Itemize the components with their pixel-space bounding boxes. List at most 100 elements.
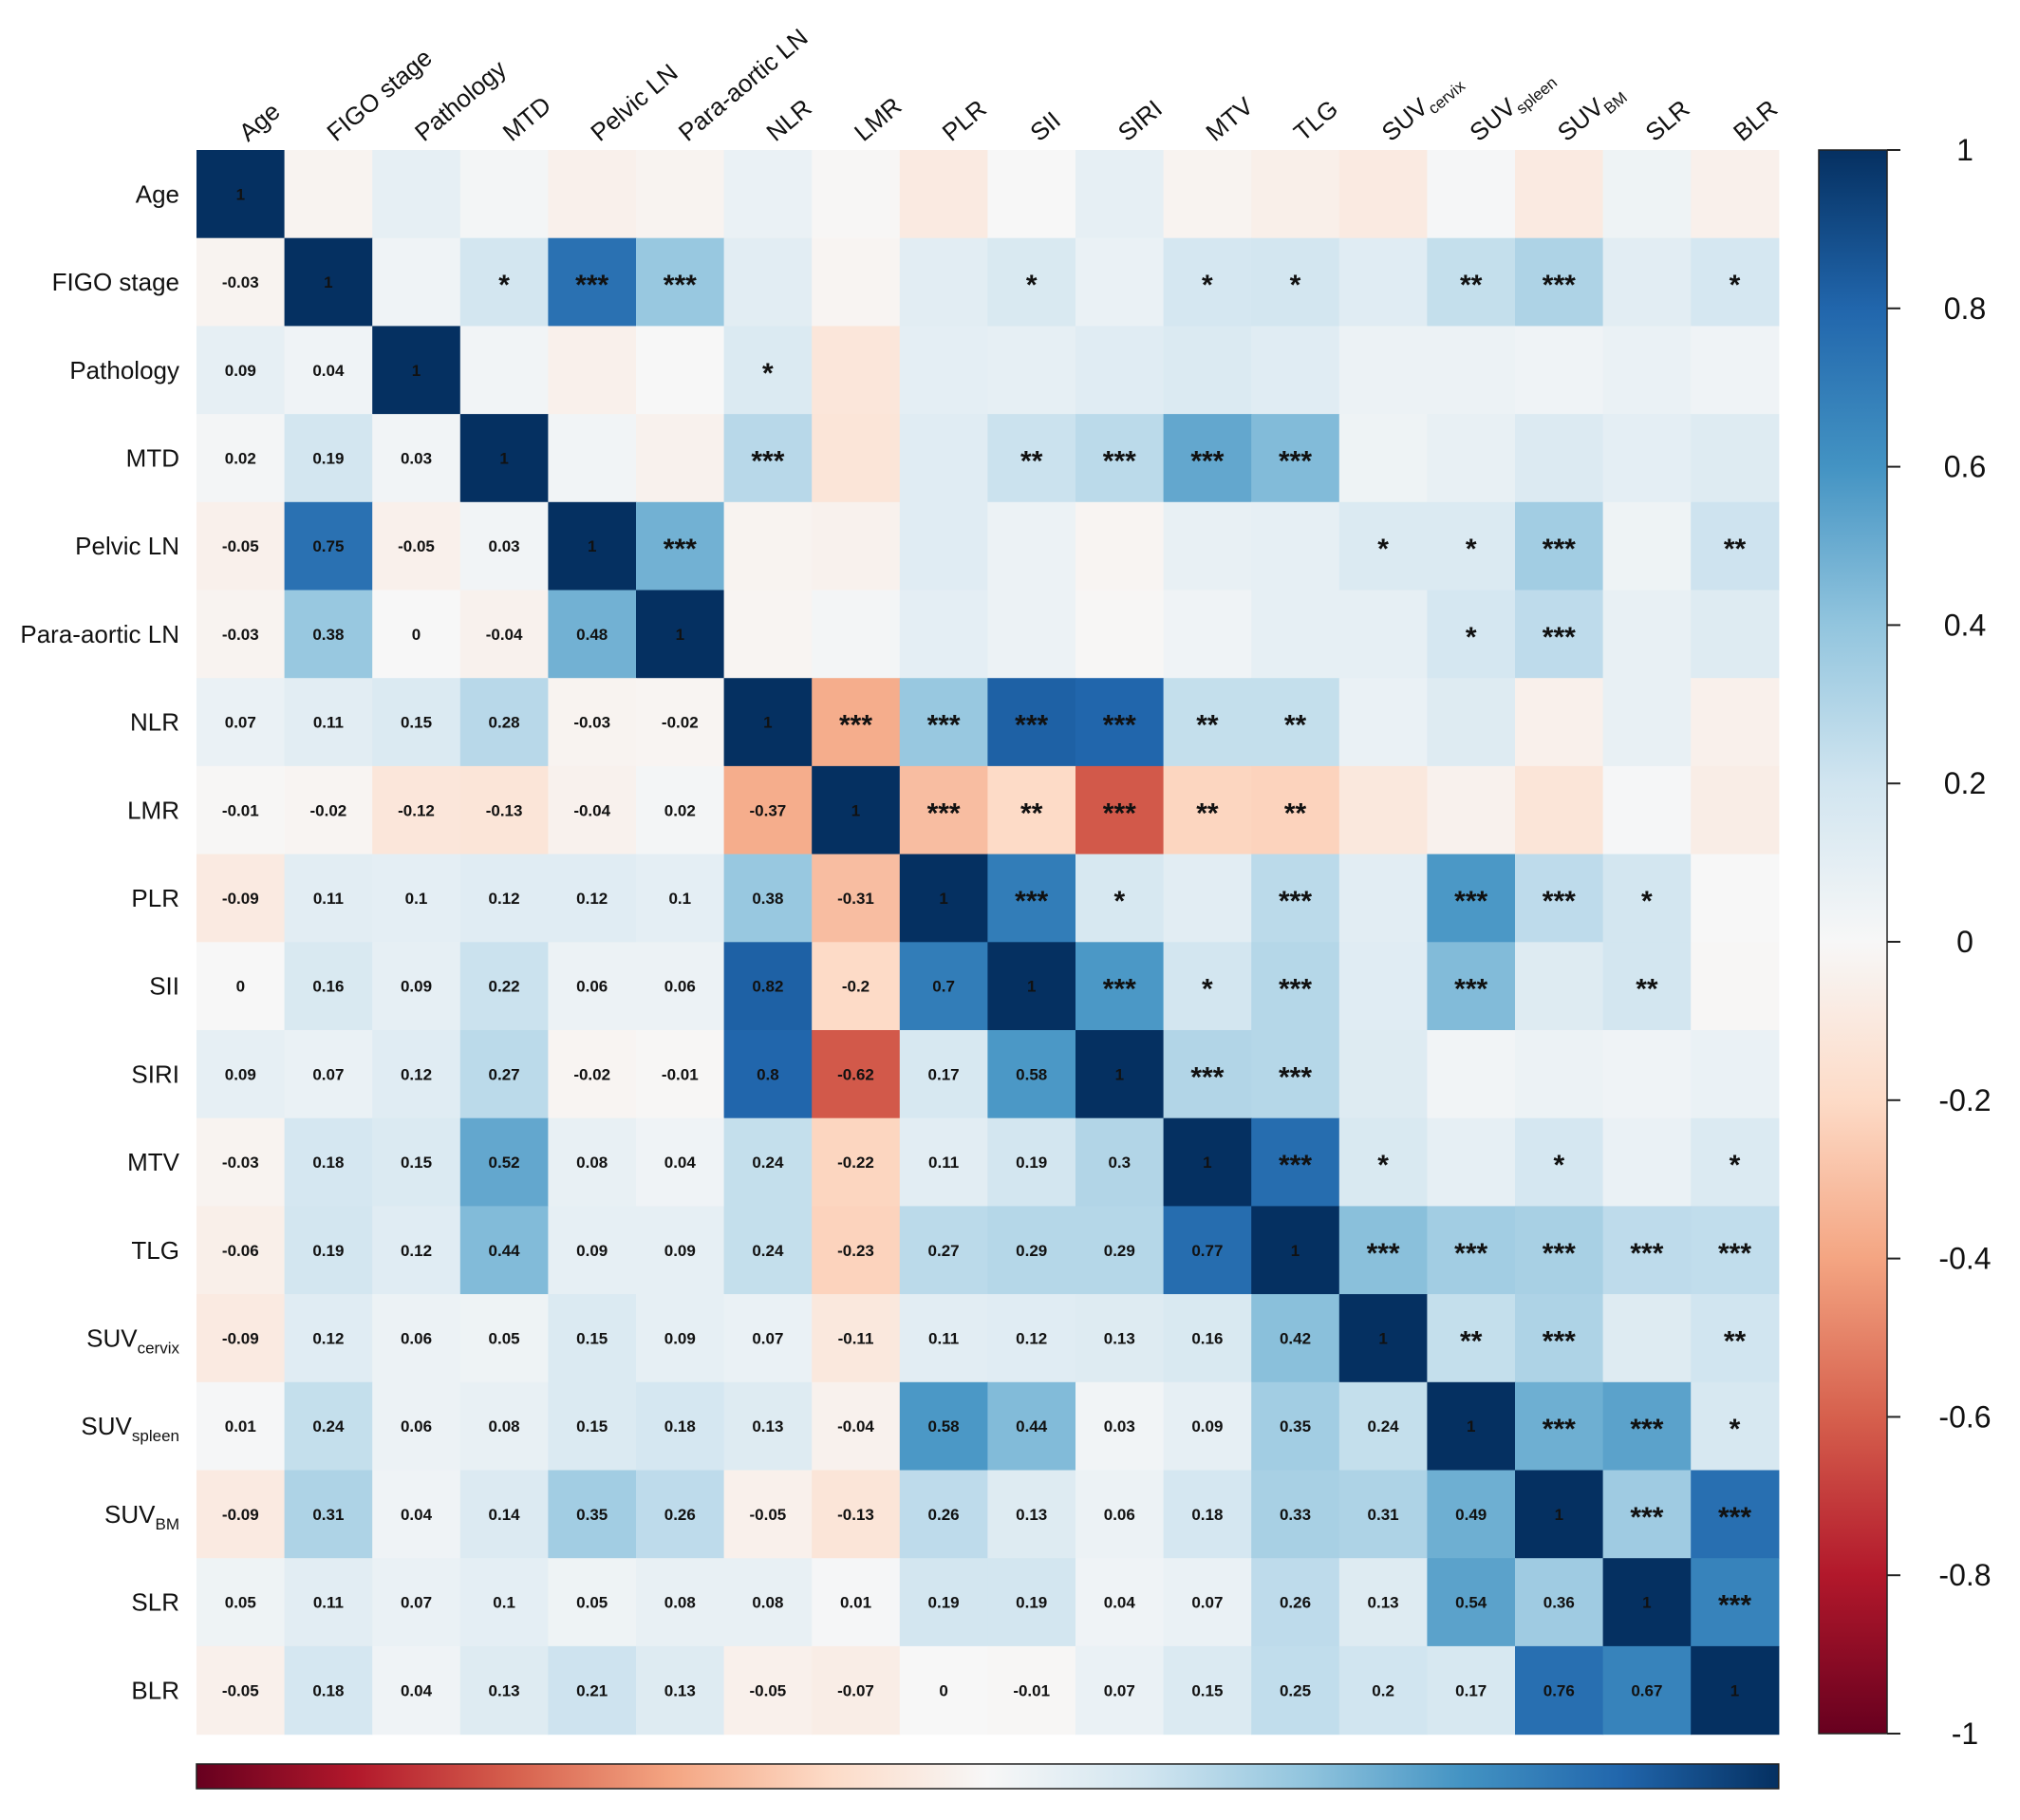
heatmap-cell [1338, 765, 1428, 855]
correlation-value-label: -0.13 [837, 1506, 874, 1524]
heatmap-cell [1515, 765, 1604, 855]
heatmap-cell [196, 1294, 286, 1383]
heatmap-cell [1427, 414, 1516, 503]
correlation-value-label: 0.13 [489, 1681, 520, 1699]
heatmap-cell [1251, 590, 1340, 679]
diagonal-value-label: 1 [324, 273, 332, 291]
heatmap-cell [1602, 854, 1692, 943]
correlation-value-label: 0.24 [312, 1417, 345, 1435]
heatmap-cell [284, 1558, 373, 1647]
column-label: PLR [937, 94, 992, 146]
heatmap-cell [284, 1117, 373, 1207]
row-label: LMR [127, 796, 179, 824]
correlation-value-label: -0.31 [837, 890, 874, 908]
colorbar-tick-label: 0.4 [1944, 608, 1986, 642]
heatmap-cell [284, 1645, 373, 1736]
heatmap-cell [548, 326, 637, 415]
correlation-value-label: 0.15 [576, 1417, 608, 1435]
heatmap-cell [1602, 237, 1692, 327]
heatmap-cell [372, 1030, 461, 1119]
heatmap-cell [548, 150, 637, 239]
heatmap-cell [1691, 501, 1780, 591]
heatmap-cell [812, 1558, 901, 1647]
heatmap-cell [1515, 1470, 1604, 1559]
correlation-value-label: -0.13 [486, 801, 523, 819]
significance-stars: *** [664, 270, 697, 301]
correlation-value-label: 0.11 [313, 1594, 344, 1612]
heatmap-cell [196, 1470, 286, 1559]
correlation-value-label: 0.19 [312, 450, 344, 468]
significance-stars: *** [1718, 1502, 1751, 1533]
correlation-value-label: 0.02 [664, 801, 696, 819]
heatmap-cell [1338, 1470, 1428, 1559]
significance-stars: *** [1103, 446, 1136, 478]
correlation-value-label: -0.01 [1013, 1681, 1050, 1699]
correlation-value-label: 0.06 [1104, 1506, 1135, 1524]
heatmap-cell [1515, 150, 1604, 239]
heatmap-cell [899, 1030, 988, 1119]
correlation-value-label: 0.52 [489, 1154, 520, 1172]
heatmap-cell [1251, 150, 1340, 239]
correlation-value-label: -0.12 [398, 801, 435, 819]
correlation-value-label: 0 [412, 626, 421, 644]
heatmap-cell [1163, 1117, 1252, 1207]
heatmap-cell [1075, 1470, 1165, 1559]
heatmap-cell [1691, 590, 1780, 679]
heatmap-cell [812, 1645, 901, 1736]
heatmap-cell [196, 1645, 286, 1736]
heatmap-cell [1691, 237, 1780, 327]
heatmap-cell [1338, 1117, 1428, 1207]
significance-stars: ** [1284, 797, 1307, 829]
correlation-value-label: 0.07 [225, 714, 256, 732]
correlation-value-label: -0.02 [310, 801, 347, 819]
correlation-value-label: 0.19 [1016, 1154, 1047, 1172]
heatmap-cell [723, 678, 813, 767]
heatmap-cell [1691, 1206, 1780, 1295]
heatmap-cell [1515, 942, 1604, 1031]
significance-stars: *** [1103, 710, 1136, 741]
correlation-value-label: 0.01 [225, 1417, 256, 1435]
correlation-value-label: 0.24 [752, 1154, 784, 1172]
heatmap-cell [1691, 1117, 1780, 1207]
heatmap-cell [1427, 854, 1516, 943]
column-label: SLR [1639, 94, 1694, 146]
correlation-value-label: -0.02 [573, 1065, 610, 1083]
heatmap-cell [899, 237, 988, 327]
significance-stars: *** [1279, 974, 1312, 1005]
heatmap-cell [284, 854, 373, 943]
correlation-value-label: 0.08 [664, 1594, 696, 1612]
correlation-value-label: 0.8 [757, 1065, 779, 1083]
significance-stars: *** [1279, 446, 1312, 478]
heatmap-cell [196, 1030, 286, 1119]
diagonal-value-label: 1 [1291, 1242, 1300, 1260]
heatmap-cell [1602, 1381, 1692, 1472]
heatmap-cell [1515, 1206, 1604, 1295]
heatmap-cell [723, 1558, 813, 1647]
heatmap-cell [723, 501, 813, 591]
significance-stars: ** [1724, 1326, 1747, 1358]
heatmap-cell [548, 942, 637, 1031]
heatmap-cell [1602, 1117, 1692, 1207]
correlation-value-label: 0.38 [312, 626, 344, 644]
correlation-value-label: 0.13 [1016, 1506, 1047, 1524]
heatmap-cell [636, 1206, 725, 1295]
heatmap-cell [636, 590, 725, 679]
correlation-value-label: 0.03 [401, 450, 432, 468]
heatmap-cell [723, 942, 813, 1031]
heatmap-cell [1163, 765, 1252, 855]
heatmap-cell [459, 1030, 549, 1119]
heatmap-cell [987, 1117, 1076, 1207]
heatmap-cell [1691, 1381, 1780, 1472]
heatmap-cell [812, 1294, 901, 1383]
heatmap-cell [1602, 501, 1692, 591]
heatmap-cell [1075, 942, 1165, 1031]
significance-stars: *** [1190, 1061, 1224, 1093]
heatmap-cell [1338, 590, 1428, 679]
correlation-value-label: 0.04 [312, 362, 345, 380]
heatmap-cell [196, 854, 286, 943]
heatmap-cell [636, 854, 725, 943]
significance-stars: *** [1630, 1502, 1663, 1533]
heatmap-cell [1602, 1558, 1692, 1647]
diagonal-value-label: 1 [763, 714, 772, 732]
